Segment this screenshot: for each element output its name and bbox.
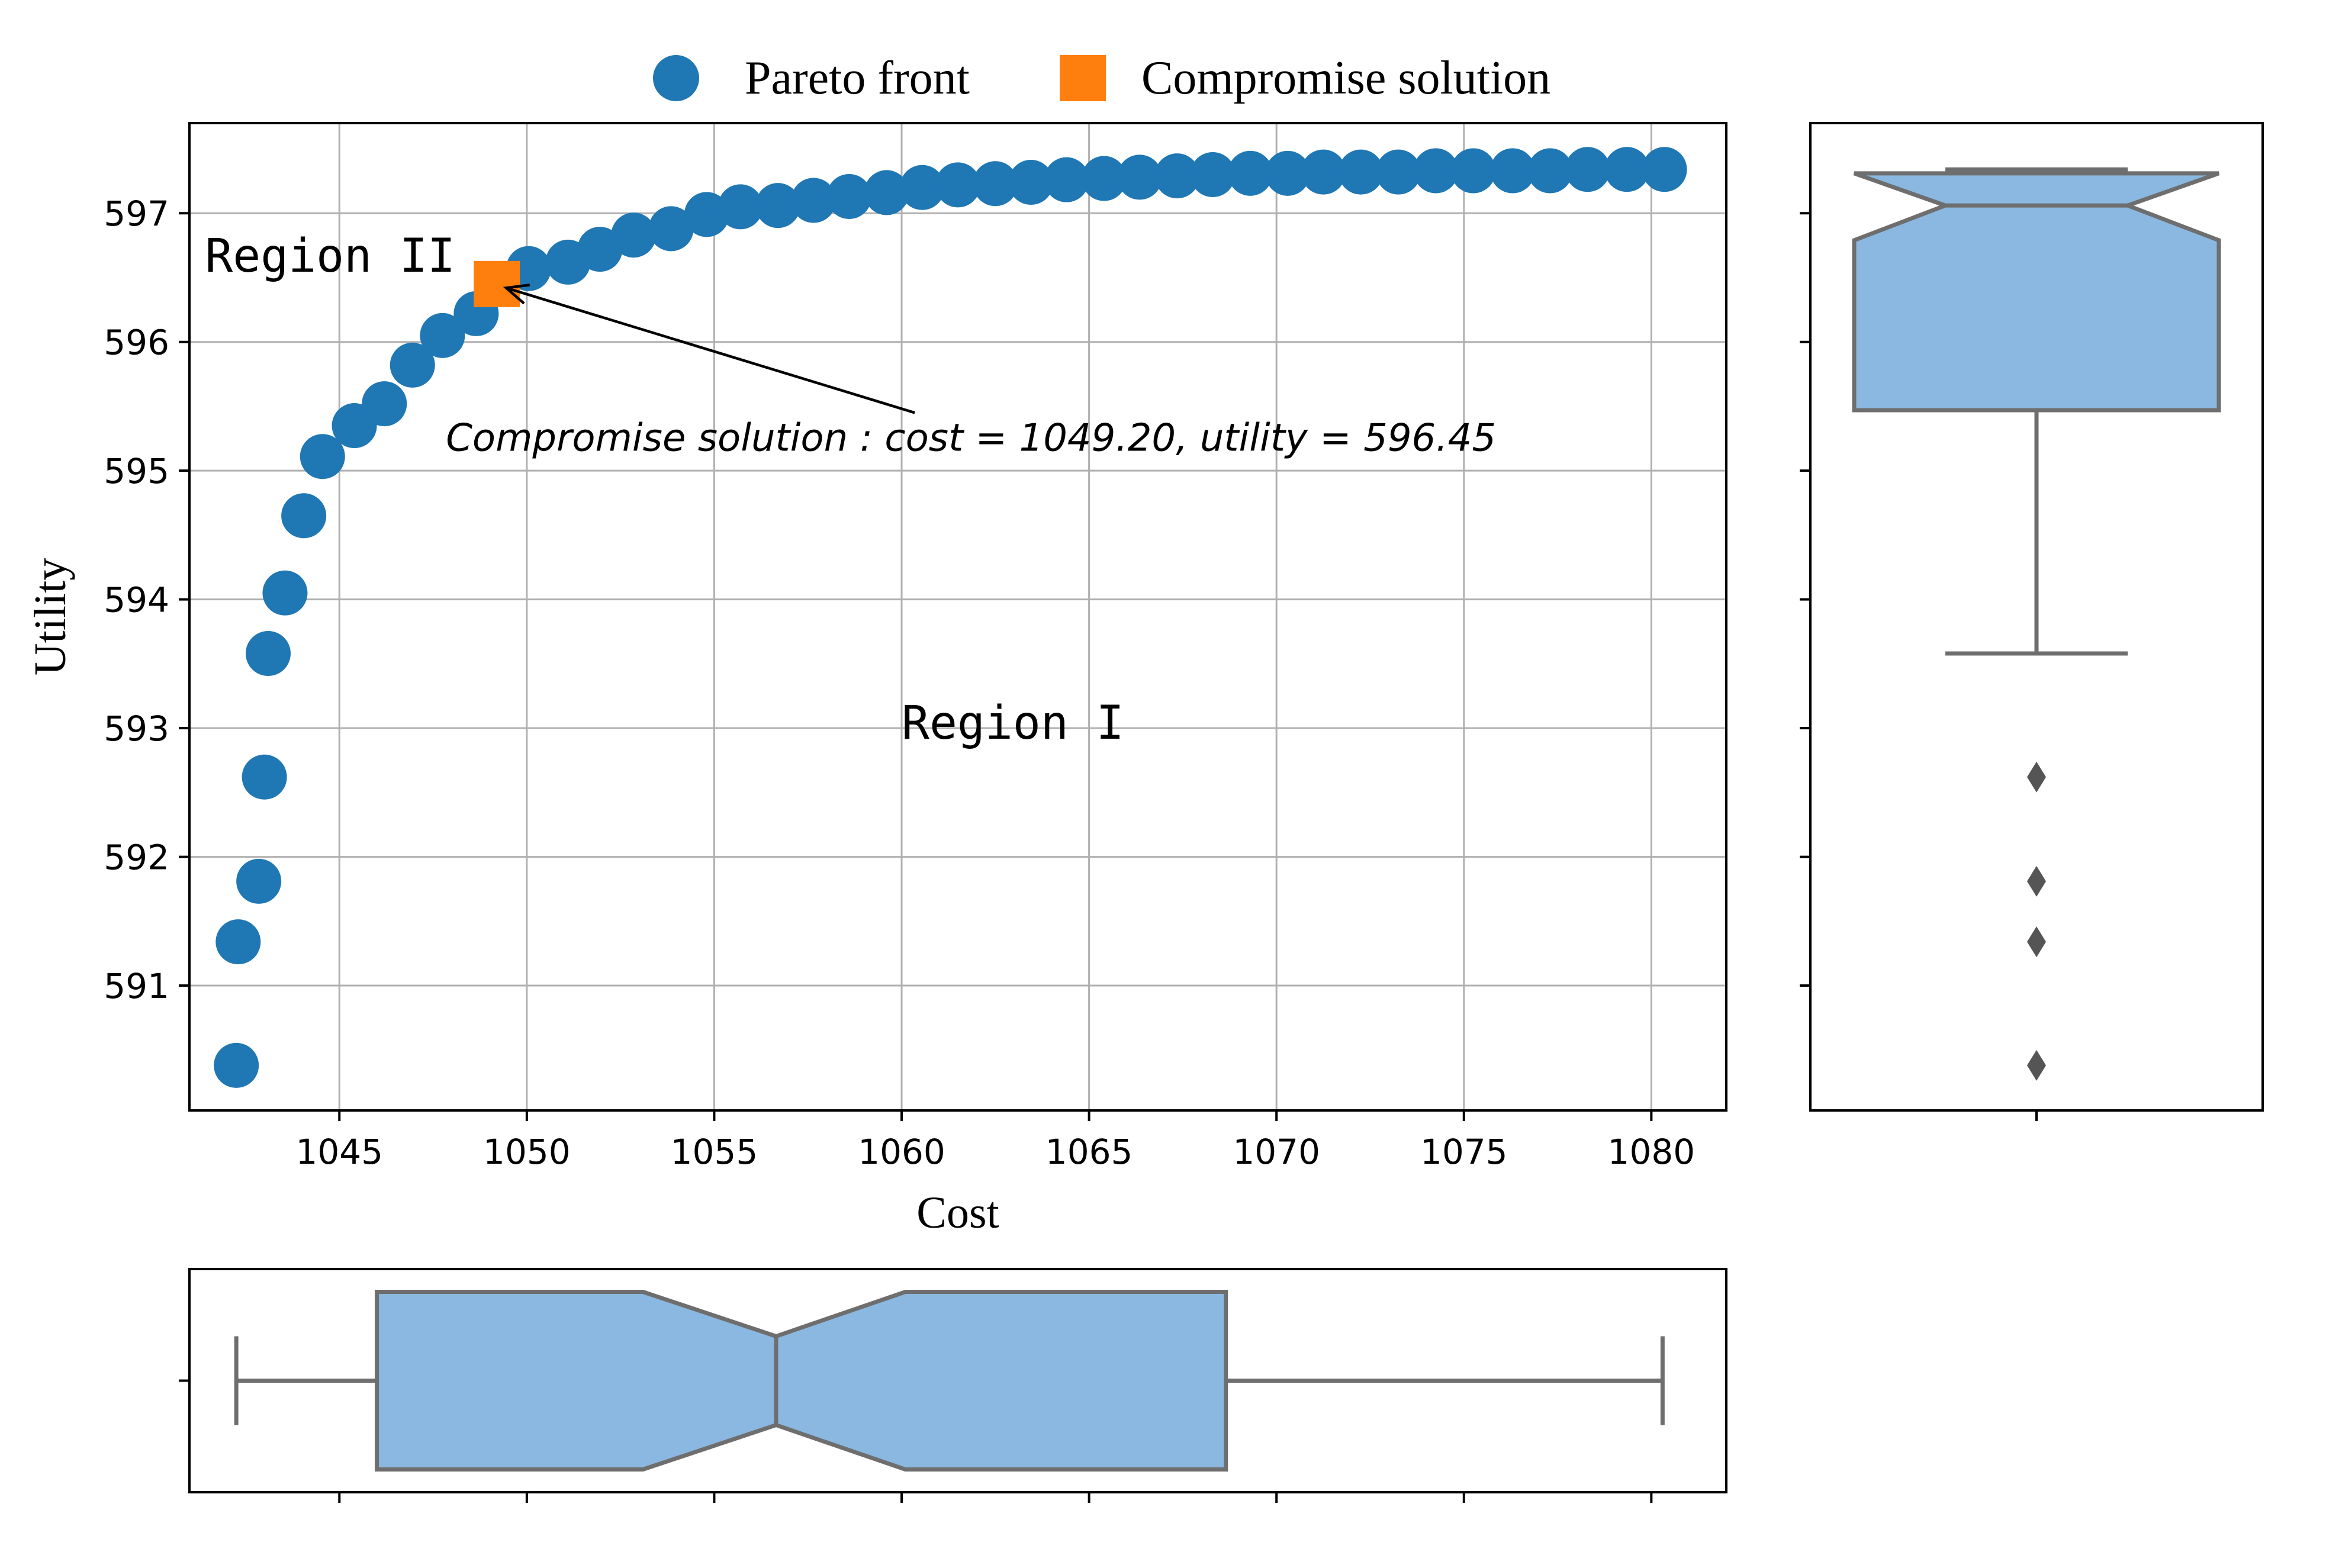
region-i-label: Region I [902, 697, 1124, 750]
main-y-ticks: 591 592 593 594 595 596 597 [104, 194, 189, 1006]
pareto-point [718, 184, 763, 230]
main-x-ticks: 1045 1050 1055 1060 1065 1070 1075 1080 [295, 1110, 1695, 1172]
pareto-point [1375, 149, 1421, 195]
y-tick-label: 594 [104, 580, 169, 620]
x-tick-label: 1045 [295, 1132, 383, 1172]
pareto-point [648, 206, 694, 252]
cost-box [375, 1290, 1228, 1472]
pareto-point [214, 1042, 259, 1088]
pareto-point [1044, 157, 1089, 202]
pareto-point [281, 493, 327, 539]
main-grid [189, 123, 1726, 1110]
legend-compromise-label: Compromise solution [1141, 52, 1550, 104]
legend-pareto-marker [653, 55, 699, 101]
pareto-point [1527, 148, 1573, 194]
pareto-point [215, 919, 261, 965]
utility-outlier [2027, 761, 2046, 793]
compromise-annotation-arrowhead [503, 284, 530, 305]
cost-boxplot [234, 1290, 1665, 1472]
x-tick-label: 1060 [858, 1132, 945, 1172]
pareto-point [242, 754, 287, 800]
pareto-point [1227, 150, 1273, 196]
pareto-point [1565, 147, 1610, 192]
compromise-solution-marker-group [474, 260, 520, 307]
compromise-solution-marker [474, 260, 520, 307]
compromise-annotation-arrow [506, 286, 915, 414]
pareto-point [1642, 147, 1687, 192]
pareto-point [1081, 156, 1127, 201]
legend-compromise-marker [1060, 55, 1106, 101]
pareto-point [899, 165, 945, 210]
pareto-point [262, 570, 308, 616]
utility-boxplot-axes [1800, 122, 2264, 1121]
y-tick-label: 595 [104, 451, 169, 491]
x-tick-label: 1075 [1420, 1132, 1508, 1172]
x-tick-label: 1055 [671, 1132, 758, 1172]
utility-outlier [2027, 926, 2046, 958]
legend-pareto-label: Pareto front [745, 52, 970, 104]
utility-boxplot [1852, 167, 2221, 1081]
region-ii-label: Region II [205, 230, 455, 283]
pareto-point [973, 161, 1018, 207]
utility-outlier [2027, 1049, 2046, 1081]
utility-outlier [2027, 865, 2046, 897]
y-axis-label: Utility [25, 558, 75, 675]
x-tick-label: 1050 [483, 1132, 571, 1172]
main-axes-frame [188, 122, 1727, 1112]
pareto-point [1154, 153, 1200, 199]
utility-box [1852, 171, 2221, 413]
pareto-point [1190, 152, 1236, 197]
pareto-point [390, 342, 435, 388]
y-tick-label: 592 [104, 838, 169, 878]
pareto-point [864, 170, 909, 215]
pareto-point [577, 227, 623, 272]
cost-boxplot-axes [179, 1268, 1727, 1503]
legend: Pareto front Compromise solution [653, 52, 1550, 104]
pareto-point [1338, 149, 1384, 195]
pareto-point [755, 183, 801, 228]
y-tick-label: 596 [104, 323, 169, 363]
pareto-point [245, 630, 291, 676]
pareto-point [1301, 149, 1346, 195]
pareto-point [236, 858, 282, 904]
pareto-point [1490, 148, 1536, 194]
y-tick-label: 593 [104, 709, 169, 749]
pareto-point [826, 173, 872, 219]
pareto-point [1413, 148, 1459, 194]
main-annotations: Region II Region I Compromise solution :… [205, 230, 1496, 750]
compromise-annotation-text: Compromise solution : cost = 1049.20, ut… [446, 417, 1496, 461]
pareto-point [1117, 154, 1163, 200]
y-tick-label: 591 [104, 966, 169, 1006]
x-tick-label: 1080 [1608, 1132, 1696, 1172]
pareto-point [611, 212, 657, 258]
cost-boxplot-ticks [179, 1379, 1653, 1503]
pareto-point [420, 313, 465, 358]
y-tick-label: 597 [104, 194, 169, 234]
pareto-point [684, 192, 729, 237]
pareto-point [1265, 150, 1311, 196]
pareto-point [362, 381, 407, 427]
pareto-point [791, 178, 837, 223]
pareto-point [1008, 160, 1054, 205]
pareto-point [1450, 148, 1496, 194]
pareto-point [300, 434, 345, 479]
x-axis-label: Cost [916, 1188, 999, 1238]
pareto-point [935, 162, 980, 208]
x-tick-label: 1065 [1045, 1132, 1133, 1172]
utility-boxplot-ticks [1800, 212, 2038, 1121]
x-tick-label: 1070 [1233, 1132, 1320, 1172]
pareto-point [1604, 147, 1650, 192]
main-scatter-axes: Region II Region I Compromise solution :… [25, 122, 1727, 1238]
